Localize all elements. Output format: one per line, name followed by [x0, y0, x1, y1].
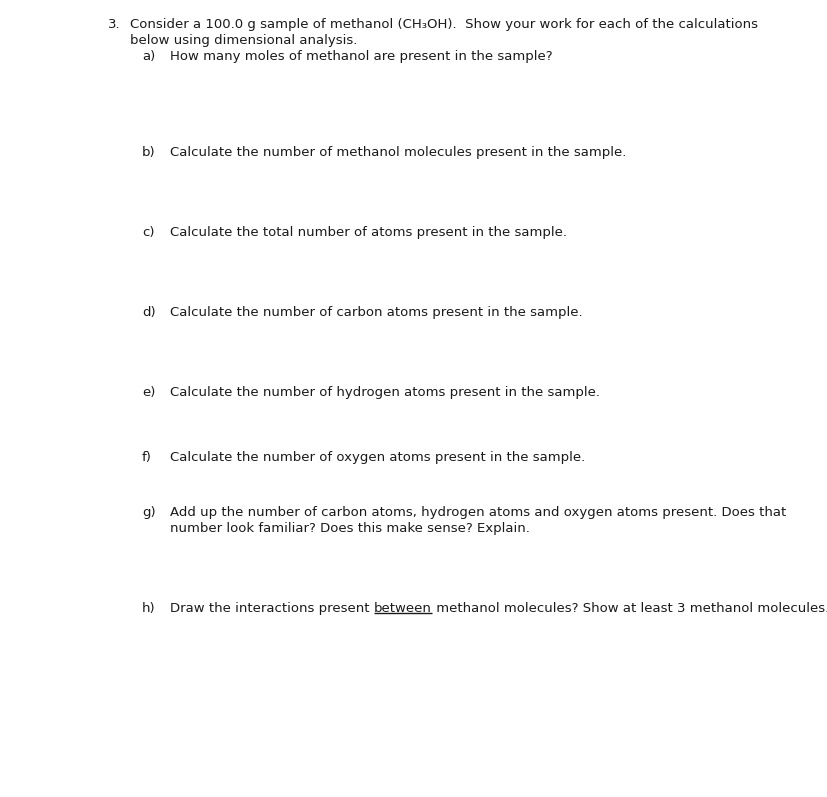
Text: methanol molecules? Show at least 3 methanol molecules.: methanol molecules? Show at least 3 meth…: [431, 602, 827, 615]
Text: 3.: 3.: [108, 18, 121, 31]
Text: a): a): [141, 50, 155, 63]
Text: d): d): [141, 306, 155, 319]
Text: e): e): [141, 386, 155, 399]
Text: Calculate the number of oxygen atoms present in the sample.: Calculate the number of oxygen atoms pre…: [170, 451, 585, 464]
Text: Add up the number of carbon atoms, hydrogen atoms and oxygen atoms present. Does: Add up the number of carbon atoms, hydro…: [170, 506, 786, 519]
Text: g): g): [141, 506, 155, 519]
Text: f): f): [141, 451, 151, 464]
Text: Draw the interactions present: Draw the interactions present: [170, 602, 373, 615]
Text: Calculate the number of methanol molecules present in the sample.: Calculate the number of methanol molecul…: [170, 146, 625, 159]
Text: below using dimensional analysis.: below using dimensional analysis.: [130, 34, 357, 47]
Text: How many moles of methanol are present in the sample?: How many moles of methanol are present i…: [170, 50, 552, 63]
Text: Calculate the total number of atoms present in the sample.: Calculate the total number of atoms pres…: [170, 226, 566, 239]
Text: number look familiar? Does this make sense? Explain.: number look familiar? Does this make sen…: [170, 522, 529, 535]
Text: c): c): [141, 226, 155, 239]
Text: Consider a 100.0 g sample of methanol (CH₃OH).  Show your work for each of the c: Consider a 100.0 g sample of methanol (C…: [130, 18, 757, 31]
Text: Calculate the number of carbon atoms present in the sample.: Calculate the number of carbon atoms pre…: [170, 306, 582, 319]
Text: b): b): [141, 146, 155, 159]
Text: Calculate the number of hydrogen atoms present in the sample.: Calculate the number of hydrogen atoms p…: [170, 386, 600, 399]
Text: h): h): [141, 602, 155, 615]
Text: between: between: [373, 602, 431, 615]
